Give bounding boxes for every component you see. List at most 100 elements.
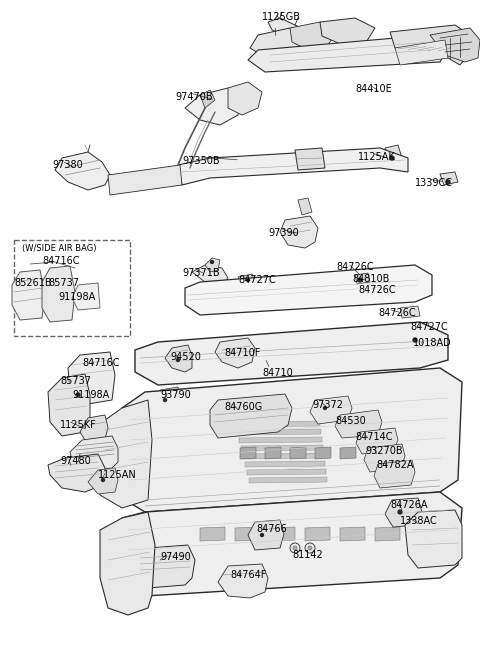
Text: 97490: 97490: [160, 552, 191, 562]
Text: 97380: 97380: [52, 160, 83, 170]
Text: 1125GB: 1125GB: [262, 12, 301, 22]
Text: 84782A: 84782A: [376, 460, 413, 470]
Text: 1125KF: 1125KF: [60, 420, 97, 430]
Polygon shape: [385, 498, 422, 527]
Text: 84764F: 84764F: [230, 570, 266, 580]
Polygon shape: [215, 338, 255, 368]
Polygon shape: [335, 410, 382, 438]
Polygon shape: [48, 454, 105, 492]
Polygon shape: [122, 492, 462, 596]
Polygon shape: [290, 447, 306, 459]
Polygon shape: [218, 564, 268, 598]
Text: 1339CC: 1339CC: [415, 178, 453, 188]
Text: 84727C: 84727C: [238, 275, 276, 285]
Text: 94520: 94520: [170, 352, 201, 362]
Text: 97390: 97390: [268, 228, 299, 238]
Polygon shape: [238, 274, 255, 285]
Polygon shape: [270, 527, 295, 541]
Polygon shape: [298, 198, 312, 215]
Polygon shape: [192, 265, 228, 285]
Polygon shape: [241, 445, 323, 451]
Circle shape: [56, 288, 60, 292]
Polygon shape: [72, 283, 100, 310]
Polygon shape: [310, 396, 352, 424]
Circle shape: [305, 543, 315, 553]
Polygon shape: [98, 400, 152, 508]
Text: 84530: 84530: [335, 416, 366, 426]
Polygon shape: [100, 512, 155, 615]
Text: 97371B: 97371B: [182, 268, 220, 278]
Polygon shape: [340, 447, 356, 459]
Polygon shape: [265, 447, 281, 459]
Polygon shape: [280, 216, 318, 248]
Polygon shape: [247, 469, 326, 475]
Polygon shape: [243, 453, 324, 459]
Circle shape: [211, 260, 214, 264]
Text: 84726C: 84726C: [336, 262, 373, 272]
Circle shape: [247, 279, 250, 281]
Text: 1125AN: 1125AN: [98, 470, 137, 480]
Text: 84716C: 84716C: [82, 358, 120, 368]
Polygon shape: [395, 40, 448, 65]
Polygon shape: [290, 22, 338, 50]
Circle shape: [413, 338, 417, 342]
Circle shape: [290, 543, 300, 553]
Polygon shape: [55, 152, 110, 190]
Circle shape: [308, 546, 312, 550]
Polygon shape: [228, 82, 262, 115]
Text: 85737: 85737: [60, 376, 91, 386]
Circle shape: [390, 156, 394, 160]
Polygon shape: [178, 148, 408, 185]
Text: (W/SIDE AIR BAG): (W/SIDE AIR BAG): [22, 244, 96, 253]
Text: 91198A: 91198A: [72, 390, 109, 400]
Circle shape: [293, 546, 297, 550]
Text: 1125AK: 1125AK: [358, 152, 396, 162]
Text: 84726C: 84726C: [378, 308, 416, 318]
Text: 85737: 85737: [48, 278, 79, 288]
Polygon shape: [210, 394, 292, 438]
Polygon shape: [320, 18, 375, 46]
Polygon shape: [305, 527, 330, 541]
Text: 84766: 84766: [256, 524, 287, 534]
Polygon shape: [374, 460, 415, 488]
Polygon shape: [408, 322, 430, 334]
Polygon shape: [364, 444, 405, 472]
Circle shape: [324, 407, 326, 409]
Polygon shape: [205, 258, 220, 272]
Text: 1018AD: 1018AD: [413, 338, 452, 348]
Text: 84716C: 84716C: [42, 256, 80, 266]
Circle shape: [446, 180, 450, 184]
Text: 84727C: 84727C: [410, 322, 448, 332]
Polygon shape: [390, 25, 470, 65]
Polygon shape: [250, 28, 310, 60]
Polygon shape: [237, 429, 321, 435]
Circle shape: [398, 510, 402, 514]
Polygon shape: [200, 527, 225, 541]
Text: 97372: 97372: [312, 400, 343, 410]
Text: 93270B: 93270B: [365, 446, 403, 456]
Text: 84726A: 84726A: [390, 500, 428, 510]
Polygon shape: [356, 428, 398, 454]
Text: 85261B: 85261B: [14, 278, 52, 288]
Polygon shape: [185, 88, 242, 125]
Polygon shape: [375, 527, 400, 541]
Polygon shape: [248, 520, 284, 550]
Polygon shape: [48, 374, 90, 436]
Polygon shape: [400, 306, 420, 318]
Text: 93790: 93790: [160, 390, 191, 400]
Text: 91198A: 91198A: [58, 292, 95, 302]
Polygon shape: [68, 352, 115, 405]
Polygon shape: [185, 265, 432, 315]
Polygon shape: [315, 447, 331, 459]
Polygon shape: [239, 437, 322, 443]
Polygon shape: [412, 336, 436, 350]
Text: 97480: 97480: [60, 456, 91, 466]
Polygon shape: [165, 345, 192, 372]
Text: 1338AC: 1338AC: [400, 516, 438, 526]
Polygon shape: [135, 322, 448, 385]
Text: 84714C: 84714C: [355, 432, 393, 442]
Text: 84760G: 84760G: [224, 402, 262, 412]
Polygon shape: [405, 510, 462, 568]
Polygon shape: [108, 165, 182, 195]
Polygon shape: [80, 415, 108, 445]
